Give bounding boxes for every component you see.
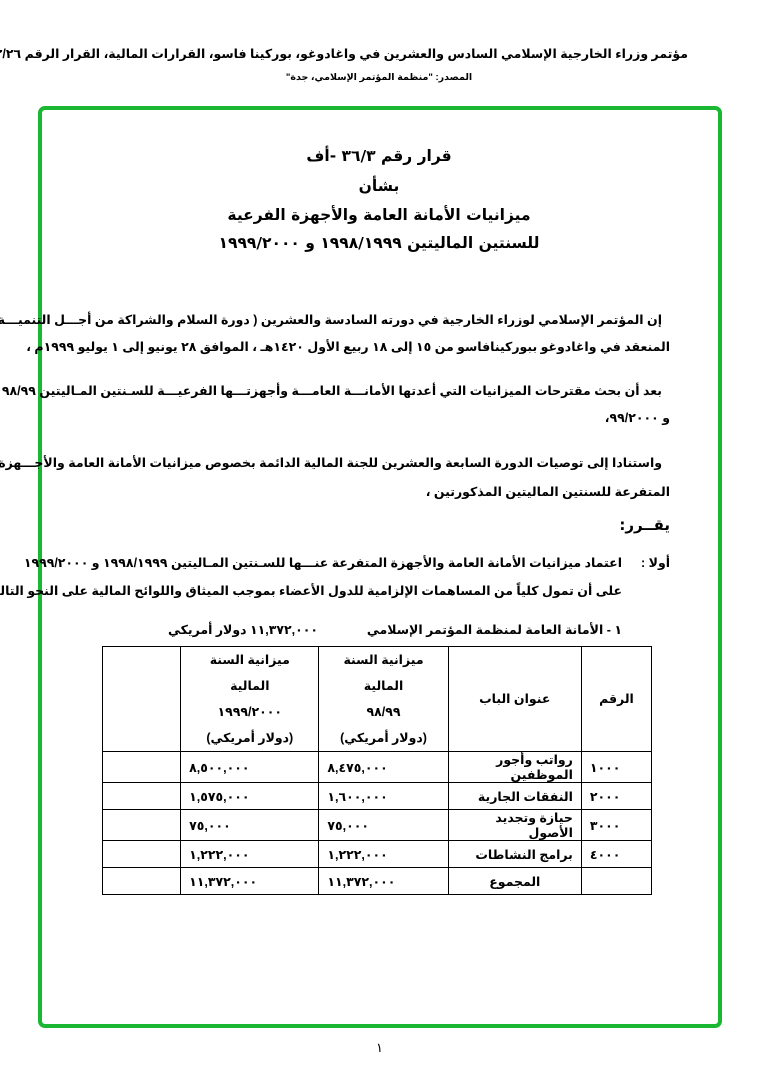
document-header-title: مؤتمر وزراء الخارجية الإسلامي السادس وال… bbox=[0, 47, 688, 61]
item-1-amount: ١١,٣٧٢,٠٠٠ دولار أمريكي bbox=[167, 623, 318, 637]
paragraph-1-line-1: إن المؤتمر الإسلامي لوزراء الخارجية في د… bbox=[0, 313, 662, 327]
header-budget-9899-line: ميزانية السنة المالية bbox=[343, 653, 424, 693]
row-chapter: برامج النشاطات bbox=[447, 840, 582, 868]
row-budget-9899: ٧٥,٠٠٠ bbox=[318, 809, 449, 841]
row-empty bbox=[101, 809, 182, 841]
header-budget-9899: ميزانية السنة المالية ٩٨/٩٩ (دولار أمريك… bbox=[318, 646, 449, 752]
table-row: ١٠٠٠ رواتب وأجور الموظفين ٨,٤٧٥,٠٠٠ ٨,٥٠… bbox=[101, 751, 653, 783]
total-label: المجموع bbox=[447, 867, 582, 895]
header-budget-9899-line: ٩٨/٩٩ bbox=[366, 705, 401, 719]
row-budget-992000: ١,٥٧٥,٠٠٠ bbox=[180, 782, 320, 810]
row-budget-992000: ٧٥,٠٠٠ bbox=[180, 809, 320, 841]
row-number: ١٠٠٠ bbox=[580, 751, 653, 783]
first-clause-line-2: على أن تمول كلياً من المساهمات الإلزامية… bbox=[0, 584, 622, 598]
paragraph-2-line-1: بعد أن بحث مقترحات الميزانيات التي أعدته… bbox=[1, 384, 662, 398]
table-row: ٢٠٠٠ النفقات الجارية ١,٦٠٠,٠٠٠ ١,٥٧٥,٠٠٠ bbox=[101, 782, 653, 810]
resolution-concerning: بشأن bbox=[358, 177, 400, 195]
table-total-row: المجموع ١١,٣٧٢,٠٠٠ ١١,٣٧٢,٠٠٠ bbox=[101, 867, 653, 895]
total-budget-9899: ١١,٣٧٢,٠٠٠ bbox=[318, 867, 449, 895]
row-chapter: رواتب وأجور الموظفين bbox=[447, 751, 582, 783]
total-empty bbox=[101, 867, 182, 895]
row-empty bbox=[101, 751, 182, 783]
table-header-row: الرقم عنوان الباب ميزانية السنة المالية … bbox=[101, 646, 653, 752]
header-chapter: عنوان الباب bbox=[447, 646, 582, 752]
first-clause-line-1: اعتماد ميزانيات الأمانة العامة والأجهزة … bbox=[23, 556, 622, 570]
row-number: ٤٠٠٠ bbox=[580, 840, 653, 868]
decides-heading: يقــرر: bbox=[619, 516, 670, 534]
row-number: ٢٠٠٠ bbox=[580, 782, 653, 810]
header-number: الرقم bbox=[580, 646, 653, 752]
total-empty bbox=[580, 867, 653, 895]
paragraph-3-line-1: واستنادا إلى توصيات الدورة السابعة والعش… bbox=[0, 456, 662, 470]
header-budget-992000-line: ١٩٩٩/٢٠٠٠ bbox=[217, 705, 283, 719]
table-row: ٣٠٠٠ حيازة وتجديد الأصول ٧٥,٠٠٠ ٧٥,٠٠٠ bbox=[101, 809, 653, 841]
row-chapter: النفقات الجارية bbox=[447, 782, 582, 810]
page-frame bbox=[38, 106, 722, 1028]
resolution-years: للسنتين الماليتين ١٩٩٨/١٩٩٩ و ١٩٩٩/٢٠٠٠ bbox=[218, 234, 540, 252]
row-empty bbox=[101, 840, 182, 868]
paragraph-2-line-2: و ٩٩/٢٠٠٠، bbox=[604, 411, 670, 425]
header-budget-992000: ميزانية السنة المالية ١٩٩٩/٢٠٠٠ (دولار أ… bbox=[180, 646, 320, 752]
header-empty bbox=[101, 646, 182, 752]
table-row: ٤٠٠٠ برامج النشاطات ١,٢٢٢,٠٠٠ ١,٢٢٢,٠٠٠ bbox=[101, 840, 653, 868]
resolution-subject: ميزانيات الأمانة العامة والأجهزة الفرعية bbox=[227, 206, 531, 224]
row-chapter: حيازة وتجديد الأصول bbox=[447, 809, 582, 841]
document-source: المصدر: "منظمة المؤتمر الإسلامي، جدة" bbox=[285, 72, 473, 83]
page-number: ١ bbox=[376, 1040, 383, 1055]
row-budget-992000: ٨,٥٠٠,٠٠٠ bbox=[180, 751, 320, 783]
first-label: أولا : bbox=[641, 556, 670, 570]
row-budget-992000: ١,٢٢٢,٠٠٠ bbox=[180, 840, 320, 868]
total-budget-992000: ١١,٣٧٢,٠٠٠ bbox=[180, 867, 320, 895]
header-budget-992000-line: ميزانية السنة المالية bbox=[209, 653, 290, 693]
paragraph-3-line-2: المتفرعة للسنتين الماليتين المذكورتين ، bbox=[425, 485, 670, 499]
paragraph-1-line-2: المنعقد في واغادوغو ببوركينافاسو من ١٥ إ… bbox=[26, 340, 670, 354]
row-budget-9899: ١,٦٠٠,٠٠٠ bbox=[318, 782, 449, 810]
header-budget-9899-line: (دولار أمريكي) bbox=[340, 731, 427, 745]
row-empty bbox=[101, 782, 182, 810]
resolution-number: قرار رقم ٣٦/٣ -أف bbox=[306, 147, 452, 165]
item-1-label: ١ - الأمانة العامة لمنظمة المؤتمر الإسلا… bbox=[366, 623, 622, 637]
row-budget-9899: ١,٢٢٢,٠٠٠ bbox=[318, 840, 449, 868]
row-budget-9899: ٨,٤٧٥,٠٠٠ bbox=[318, 751, 449, 783]
budget-table: الرقم عنوان الباب ميزانية السنة المالية … bbox=[101, 646, 653, 895]
row-number: ٣٠٠٠ bbox=[580, 809, 653, 841]
header-budget-992000-line: (دولار أمريكي) bbox=[206, 731, 294, 745]
